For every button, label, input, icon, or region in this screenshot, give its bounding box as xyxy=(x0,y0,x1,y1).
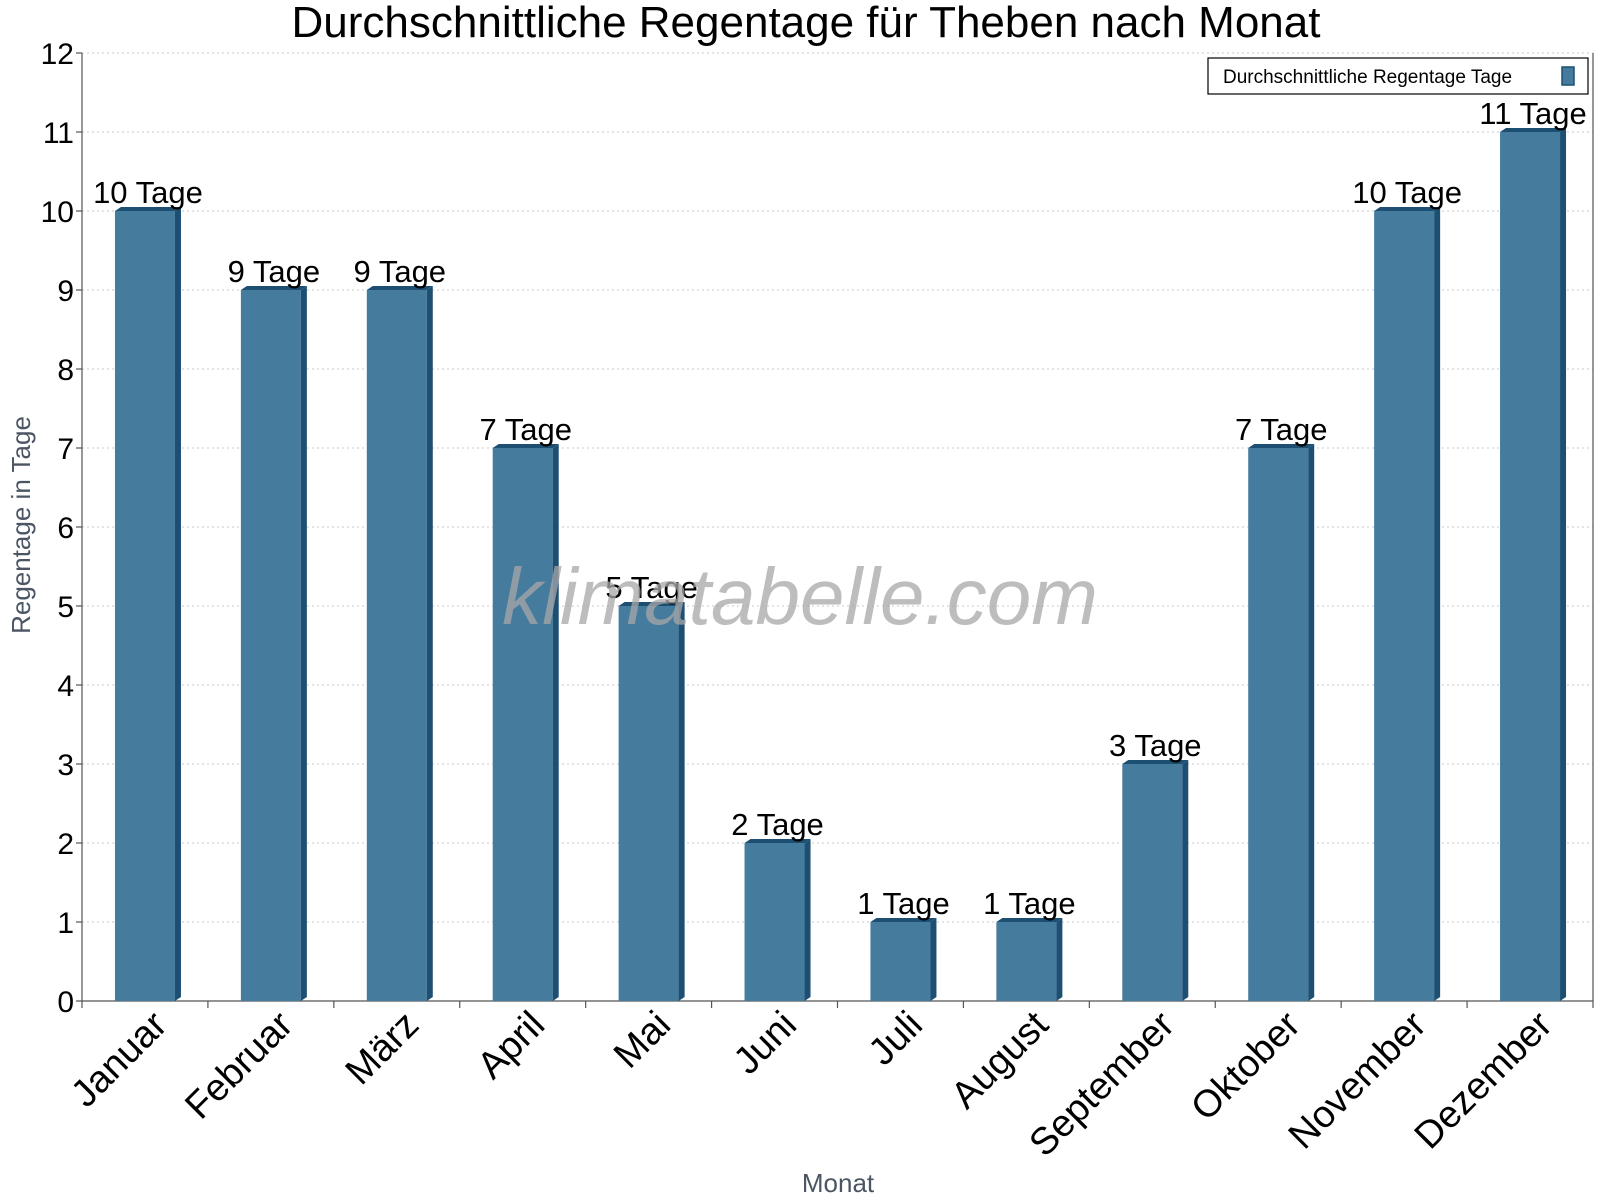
legend-box xyxy=(1207,57,1589,95)
data-label: 11 Tage xyxy=(1479,96,1586,131)
y-tick-label: 3 xyxy=(57,749,74,782)
bar xyxy=(492,448,553,1001)
bar-top xyxy=(366,286,433,290)
y-tick-label: 11 xyxy=(43,117,74,150)
x-tick-label: Januar xyxy=(63,1003,175,1115)
y-tick-label: 0 xyxy=(57,986,74,1019)
bar-side xyxy=(1434,207,1441,1001)
x-tick-label: Oktober xyxy=(1183,1003,1309,1129)
data-label: 1 Tage xyxy=(857,886,950,921)
x-tick-label: Juni xyxy=(726,1004,805,1083)
x-tick-label: Dezember xyxy=(1407,1003,1561,1157)
bar-top xyxy=(492,444,559,448)
legend-label: Durchschnittliche Regentage Tage xyxy=(1223,67,1512,88)
bar xyxy=(870,922,931,1001)
bar-side xyxy=(930,918,937,1001)
bar-top xyxy=(114,207,181,211)
bar xyxy=(1374,211,1435,1001)
bar xyxy=(996,922,1057,1001)
bar-side xyxy=(1056,918,1063,1001)
bar-side xyxy=(804,839,811,1001)
bar xyxy=(366,290,427,1001)
bar-side xyxy=(174,207,181,1001)
y-tick-label: 7 xyxy=(57,433,74,466)
bar-top xyxy=(996,918,1063,922)
bar-top xyxy=(1374,207,1441,211)
x-tick-label: August xyxy=(943,1003,1057,1117)
data-label: 3 Tage xyxy=(1109,728,1202,763)
data-label: 1 Tage xyxy=(983,886,1076,921)
legend-swatch xyxy=(1561,66,1575,86)
data-label: 5 Tage xyxy=(605,570,698,605)
data-label: 2 Tage xyxy=(731,807,824,842)
y-tick-label: 10 xyxy=(41,196,74,229)
x-tick-label: März xyxy=(338,1004,427,1093)
x-tick-label: Februar xyxy=(177,1003,301,1127)
y-tick-label: 1 xyxy=(57,907,74,940)
bar-side xyxy=(1308,444,1315,1001)
bar-side xyxy=(300,286,307,1001)
bar-side xyxy=(1560,128,1567,1001)
bar-side xyxy=(678,602,685,1001)
bar-side xyxy=(426,286,433,1001)
y-tick-label: 12 xyxy=(41,38,74,71)
y-tick-label: 2 xyxy=(57,828,74,861)
y-tick-label: 4 xyxy=(57,670,74,703)
bar-top xyxy=(1122,760,1189,764)
bar xyxy=(618,606,679,1001)
data-labels: 10 Tage 9 Tage 9 Tage 7 Tage 5 Tage 2 Tage 1 T… xyxy=(93,96,1587,921)
y-tick-label: 8 xyxy=(57,354,74,387)
x-tick-label: Juli xyxy=(861,1004,931,1074)
gridlines xyxy=(82,52,1593,923)
bars xyxy=(114,128,1567,1001)
x-tick-label: April xyxy=(470,1004,553,1087)
bar-top xyxy=(240,286,307,290)
x-tick-label: November xyxy=(1281,1003,1435,1157)
x-tick-label: Mai xyxy=(606,1004,679,1077)
bar-side xyxy=(552,444,559,1001)
bar xyxy=(114,211,175,1001)
data-label: 7 Tage xyxy=(479,412,572,447)
data-label: 7 Tage xyxy=(1235,412,1328,447)
y-tick-label: 9 xyxy=(57,275,74,308)
y-axis-title: Regentage in Tage xyxy=(6,416,36,634)
chart-title: Durchschnittliche Regentage für Theben n… xyxy=(292,0,1321,47)
watermark: klimatabelle.com xyxy=(502,552,1098,641)
bar xyxy=(1122,764,1183,1001)
bar-top xyxy=(1500,128,1567,132)
x-axis-title: Monat xyxy=(802,1168,875,1198)
bar-top xyxy=(744,839,811,843)
bar-side xyxy=(1182,760,1189,1001)
y-tick-label: 6 xyxy=(57,512,74,545)
bar xyxy=(240,290,301,1001)
legend: Durchschnittliche Regentage Tage xyxy=(1207,57,1589,95)
y-tick-label: 5 xyxy=(57,591,74,624)
bar xyxy=(744,843,805,1001)
bar-top xyxy=(870,918,937,922)
bar xyxy=(1248,448,1309,1001)
data-label: 10 Tage xyxy=(1352,175,1462,210)
bar-top xyxy=(1248,444,1315,448)
data-label: 9 Tage xyxy=(228,254,321,289)
bar-top xyxy=(618,602,685,606)
bar xyxy=(1500,132,1561,1001)
data-label: 10 Tage xyxy=(93,175,203,210)
data-label: 9 Tage xyxy=(354,254,447,289)
